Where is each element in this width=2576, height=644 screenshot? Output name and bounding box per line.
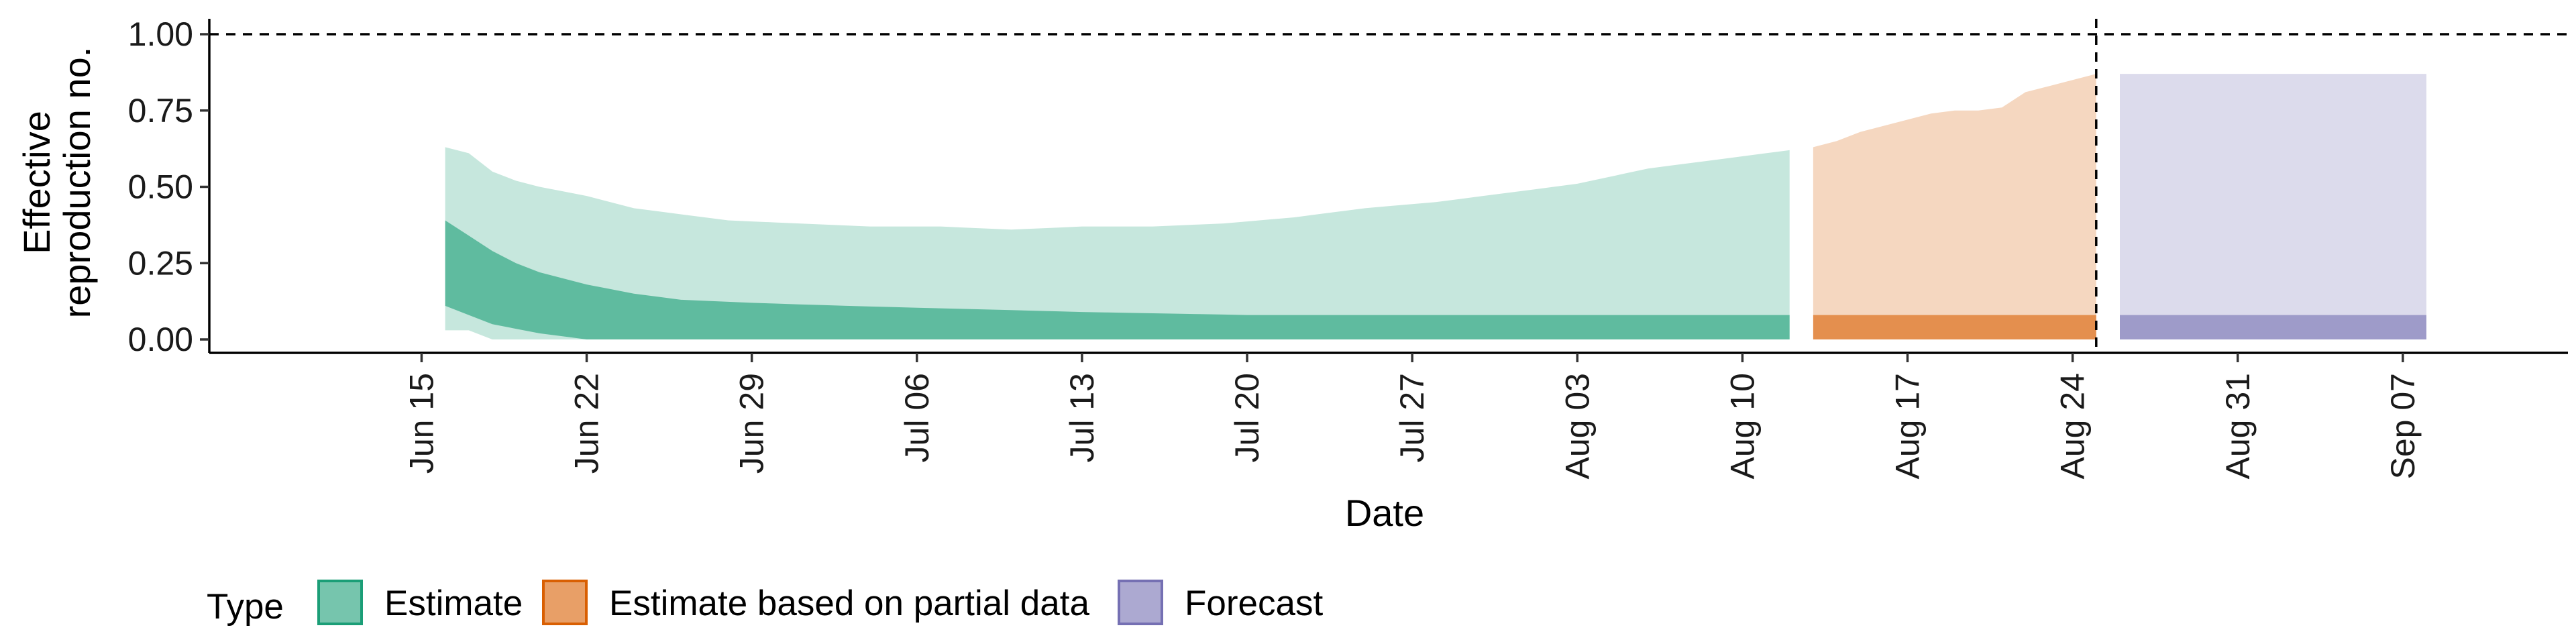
ribbon-inner-forecast — [2120, 315, 2426, 339]
y-axis-title-line-2: reproduction no. — [56, 47, 98, 319]
x-tick-label: Aug 10 — [1723, 373, 1761, 479]
x-tick-label: Jul 20 — [1228, 373, 1266, 462]
y-tick-label: 0.50 — [128, 168, 193, 206]
ribbon-layer — [445, 74, 2426, 339]
x-tick-label: Aug 03 — [1558, 373, 1596, 479]
legend-label: Estimate based on partial data — [609, 584, 1089, 623]
ribbon-inner-estimate-based-on-partial-data — [1813, 315, 2096, 339]
ribbon-inner-estimate — [445, 220, 1790, 339]
x-tick-label: Jun 15 — [402, 373, 440, 474]
y-axis-title: Effective reproduction no. — [15, 47, 98, 319]
x-tick-label: Jul 06 — [898, 373, 936, 462]
y-axis-ticks: 0.00 0.25 0.50 0.75 1.00 — [128, 15, 209, 358]
y-axis-title-line-1: Effective — [15, 111, 58, 254]
y-tick-label: 1.00 — [128, 15, 193, 53]
legend-key-forecast — [1118, 580, 1163, 625]
x-tick-label: Jun 29 — [733, 373, 771, 474]
x-tick-label: Jul 13 — [1063, 373, 1101, 462]
x-tick-label: Aug 17 — [1889, 373, 1927, 479]
legend-label: Forecast — [1185, 584, 1323, 623]
legend-key-estimate-based-on-partial-data — [542, 580, 588, 625]
ribbon-outer-estimate-based-on-partial-data — [1813, 74, 2096, 339]
y-tick-label: 0.75 — [128, 92, 193, 129]
reference-lines — [209, 19, 2568, 353]
x-tick-label: Sep 07 — [2384, 373, 2422, 479]
legend-label: Estimate — [384, 584, 523, 623]
x-axis-title: Date — [1345, 492, 1424, 534]
x-axis-ticks: Jun 15 Jun 22 Jun 29 Jul 06 Jul 13 Jul 20 Jul … — [402, 353, 2422, 479]
legend: Type Estimate Estimate based on partial d… — [207, 580, 1323, 627]
legend-title: Type — [207, 587, 284, 627]
x-tick-label: Jul 27 — [1393, 373, 1431, 462]
ribbon-outer-forecast — [2120, 74, 2426, 339]
legend-key-estimate — [317, 580, 363, 625]
y-tick-label: 0.00 — [128, 321, 193, 358]
ribbon-outer-estimate — [445, 147, 1790, 339]
x-tick-label: Jun 22 — [568, 373, 606, 474]
y-tick-label: 0.25 — [128, 244, 193, 282]
x-tick-label: Aug 24 — [2054, 373, 2092, 479]
x-tick-label: Aug 31 — [2219, 373, 2257, 479]
